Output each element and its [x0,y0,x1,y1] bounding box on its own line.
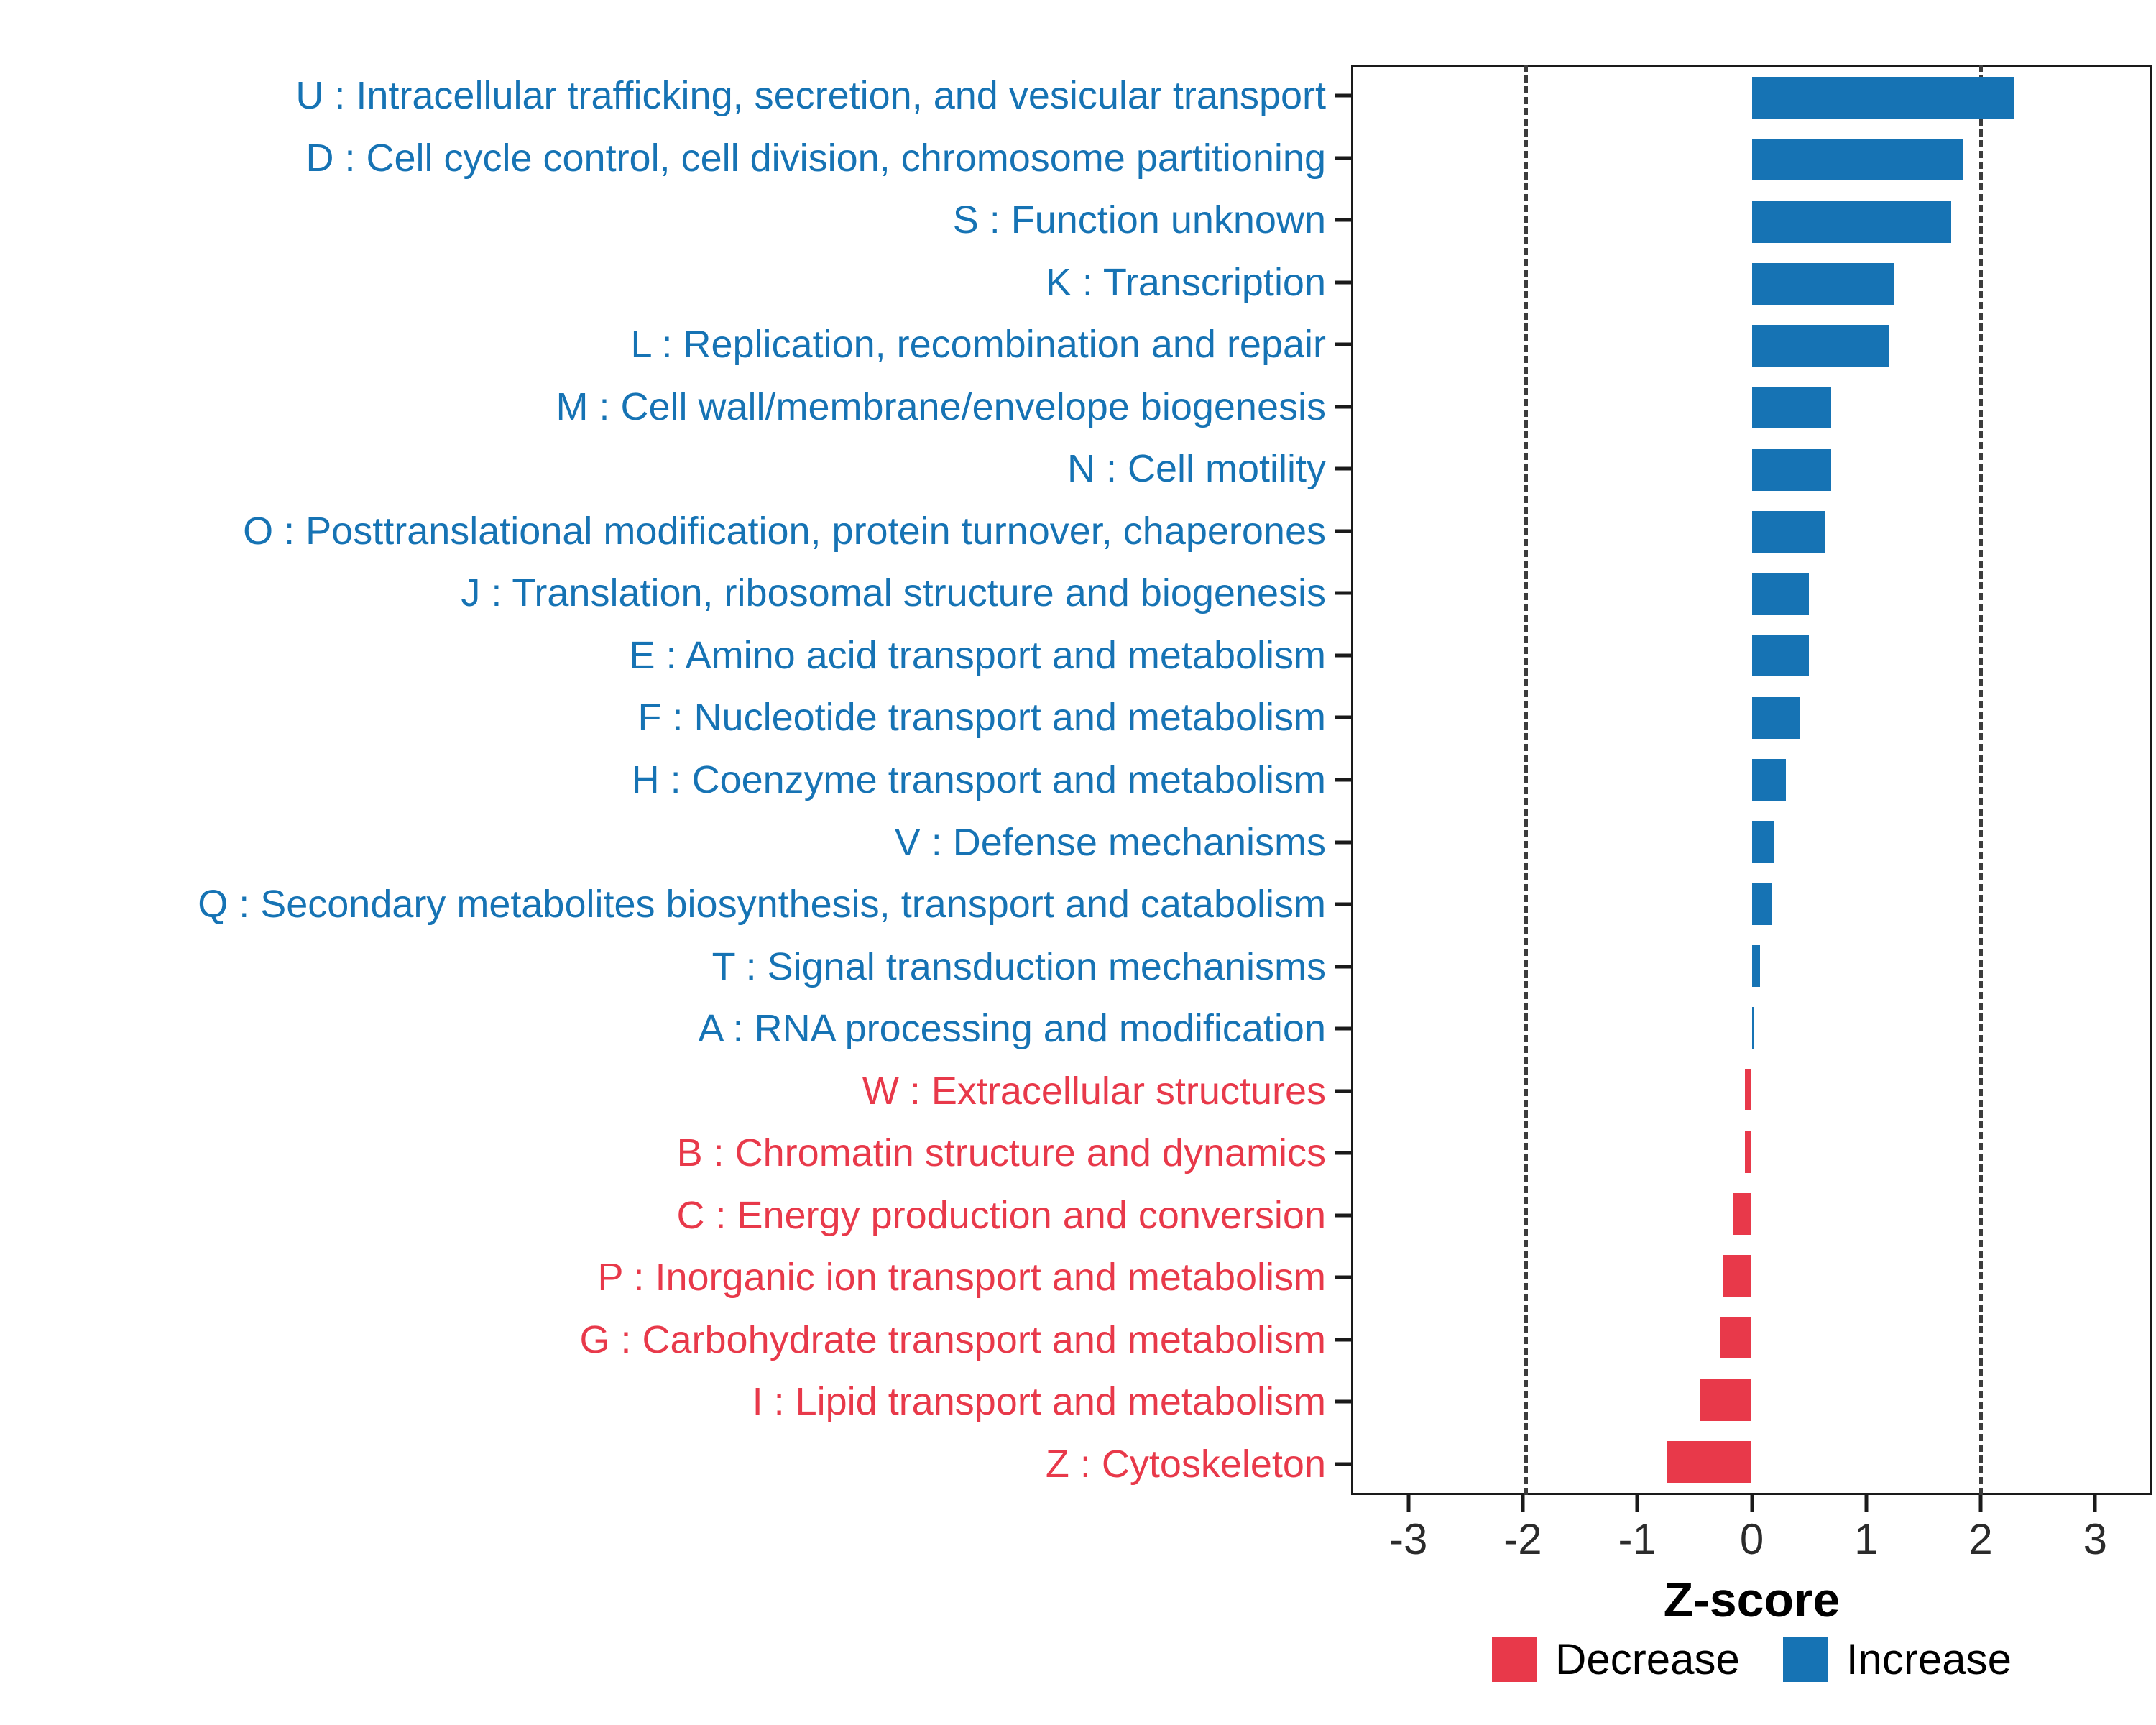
bar [1751,635,1809,677]
bar [1751,387,1832,429]
x-tick-mark [2093,1495,2097,1512]
x-axis-tick-labels: -3 -2 -1 0 1 2 3 [1351,1518,2152,1570]
y-tick-mark [1335,1275,1351,1279]
x-tick-mark [1406,1495,1411,1512]
legend-label-increase: Increase [1846,1635,2012,1683]
x-tick-label: 0 [1739,1515,1764,1563]
legend-swatch-increase-icon [1782,1637,1828,1682]
x-tick-mark [1521,1495,1525,1512]
category-labels: U : Intracellular trafficking, secretion… [0,65,1326,1495]
x-tick-label: -2 [1503,1515,1542,1563]
y-tick-mark [1335,1338,1351,1342]
y-tick-mark [1335,715,1351,719]
category-label: W : Extracellular structures [862,1069,1326,1113]
category-label: G : Carbohydrate transport and metabolis… [579,1317,1327,1361]
category-label: J : Translation, ribosomal structure and… [461,571,1326,615]
y-tick-mark [1335,653,1351,658]
bar [1720,1317,1752,1359]
y-tick-mark [1335,342,1351,346]
y-tick-mark [1335,1213,1351,1218]
legend-item-increase: Increase [1782,1635,2012,1683]
category-label: S : Function unknown [952,198,1326,242]
y-tick-mark [1335,405,1351,409]
bar [1751,1007,1754,1049]
category-label: L : Replication, recombination and repai… [630,323,1326,367]
y-tick-mark [1335,156,1351,160]
category-label: I : Lipid transport and metabolism [752,1380,1326,1424]
legend-label-decrease: Decrease [1555,1635,1740,1683]
x-tick-label: 3 [2083,1515,2108,1563]
legend: Decrease Increase [1351,1637,2152,1682]
category-label: V : Defense mechanisms [894,820,1326,864]
category-label: P : Inorganic ion transport and metaboli… [597,1256,1326,1300]
y-tick-mark [1335,93,1351,98]
bar [1751,759,1787,801]
y-tick-mark [1335,1026,1351,1031]
threshold-line [1524,65,1528,1495]
x-tick-mark [1978,1495,1983,1512]
bar [1751,883,1773,925]
y-axis-ticks [1335,65,1351,1495]
category-label: M : Cell wall/membrane/envelope biogenes… [556,385,1326,428]
y-tick-mark [1335,902,1351,906]
threshold-line [1979,65,1984,1495]
y-tick-mark [1335,466,1351,471]
y-tick-mark [1335,280,1351,285]
y-tick-mark [1335,1462,1351,1466]
y-tick-mark [1335,591,1351,595]
category-label: Z : Cytoskeleton [1045,1442,1326,1486]
x-tick-mark [1864,1495,1869,1512]
bar [1751,262,1894,305]
bar [1751,510,1826,553]
y-tick-mark [1335,965,1351,969]
bar [1751,944,1760,987]
bar [1751,77,2014,119]
category-label: E : Amino acid transport and metabolism [629,633,1326,677]
bar [1700,1379,1752,1421]
bar [1723,1255,1752,1297]
y-tick-mark [1335,1151,1351,1155]
category-label: H : Coenzyme transport and metabolism [631,758,1326,801]
bar [1751,573,1809,615]
category-label: Q : Secondary metabolites biosynthesis, … [198,883,1326,926]
category-label: A : RNA processing and modification [698,1007,1326,1051]
x-tick-mark [1750,1495,1754,1512]
y-tick-mark [1335,529,1351,533]
legend-swatch-decrease-icon [1492,1637,1537,1682]
bar [1751,696,1800,739]
plot-panel [1351,65,2152,1495]
category-label: K : Transcription [1045,260,1326,304]
x-tick-mark [1635,1495,1639,1512]
x-tick-label: -3 [1388,1515,1428,1563]
bar [1733,1192,1752,1235]
bar [1666,1440,1752,1483]
bar [1751,201,1951,243]
category-label: D : Cell cycle control, cell division, c… [305,136,1326,180]
category-label: N : Cell motility [1067,447,1326,491]
y-tick-mark [1335,1089,1351,1093]
x-axis-title: Z-score [1663,1573,1841,1627]
y-tick-mark [1335,218,1351,222]
y-tick-mark [1335,778,1351,782]
category-label: T : Signal transduction mechanisms [711,944,1326,988]
bar [1751,448,1832,491]
category-label: O : Posttranslational modification, prot… [243,509,1326,553]
bar [1744,1131,1752,1173]
x-tick-label: -1 [1618,1515,1657,1563]
bar [1744,1069,1752,1111]
bar [1751,325,1889,367]
y-tick-mark [1335,1399,1351,1404]
legend-item-decrease: Decrease [1492,1637,1740,1682]
y-tick-mark [1335,840,1351,845]
x-axis-ticks [1351,1495,2152,1512]
x-tick-label: 2 [1968,1515,1993,1563]
bar [1751,821,1775,863]
category-label: U : Intracellular trafficking, secretion… [295,74,1326,118]
category-label: C : Energy production and conversion [676,1193,1326,1237]
bar [1751,139,1963,181]
category-label: B : Chromatin structure and dynamics [676,1131,1326,1175]
category-label: F : Nucleotide transport and metabolism [637,696,1326,740]
x-tick-label: 1 [1854,1515,1879,1563]
